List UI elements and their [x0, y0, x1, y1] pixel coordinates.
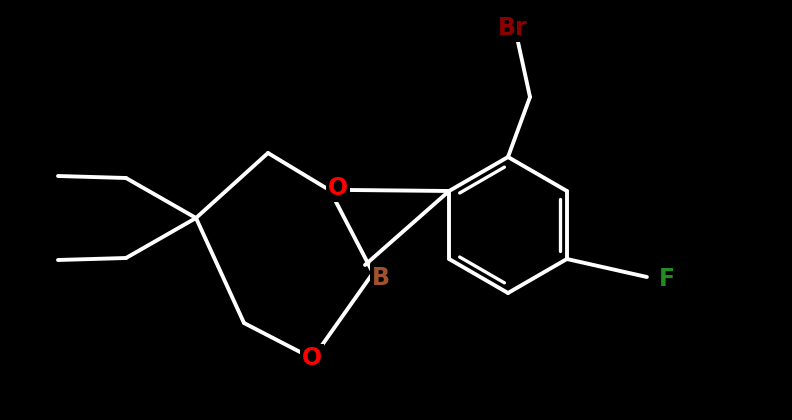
Text: B: B	[372, 266, 390, 290]
Text: O: O	[328, 176, 348, 200]
Text: O: O	[302, 346, 322, 370]
Text: F: F	[659, 267, 675, 291]
Text: Br: Br	[498, 16, 527, 40]
